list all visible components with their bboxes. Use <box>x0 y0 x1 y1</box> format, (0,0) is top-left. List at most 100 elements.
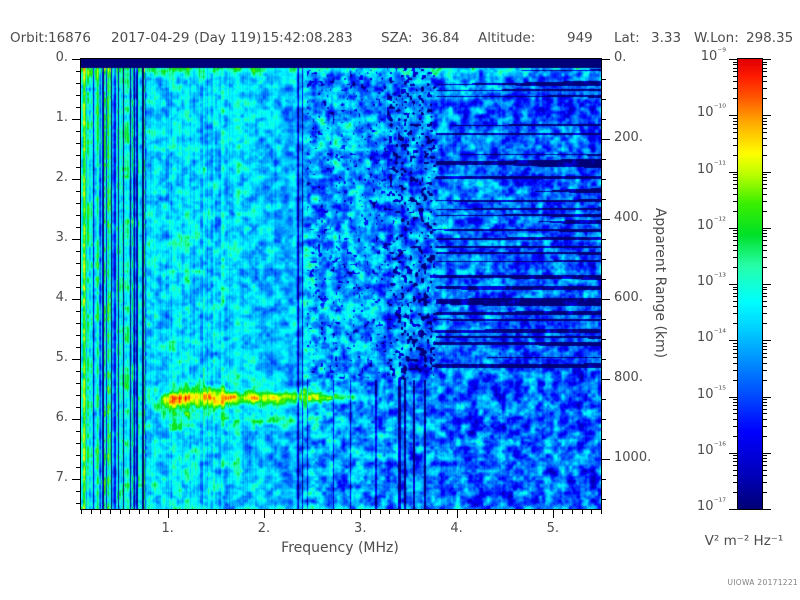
tick-mark <box>762 409 767 410</box>
tick-mark <box>505 509 506 514</box>
tick-mark <box>601 439 606 440</box>
tick-mark <box>729 453 738 454</box>
tick-mark <box>76 503 81 504</box>
tick-mark <box>72 59 81 60</box>
colorbar <box>737 58 763 510</box>
tick-mark <box>76 275 81 276</box>
tick-mark <box>762 118 767 119</box>
tick-mark <box>312 509 313 514</box>
tick-mark <box>76 287 81 288</box>
tick-label: 1000. <box>614 450 652 466</box>
colorbar-tick-label: 10⁻¹⁰ <box>697 102 726 120</box>
colorbar-tick-label: 10⁻⁹ <box>700 46 726 64</box>
colorbar-tick-label: 10⁻¹⁷ <box>697 496 726 514</box>
tick-mark <box>733 409 738 410</box>
tick-mark <box>733 287 738 288</box>
tick-mark <box>389 509 390 514</box>
tick-mark <box>72 119 81 120</box>
tick-mark <box>245 509 246 514</box>
tick-mark <box>733 240 738 241</box>
tick-mark <box>601 339 606 340</box>
colorbar-tick-label: 10⁻¹⁶ <box>697 440 726 458</box>
tick-mark <box>762 426 767 427</box>
tick-mark <box>733 426 738 427</box>
tick-mark <box>76 431 81 432</box>
tick-mark <box>274 509 275 514</box>
tick-mark <box>733 402 738 403</box>
tick-mark <box>187 509 188 514</box>
tick-mark <box>762 267 767 268</box>
tick-mark <box>601 99 606 100</box>
tick-mark <box>762 124 767 125</box>
colorbar-units-label: V² m⁻² Hz⁻¹ <box>704 533 784 549</box>
tick-mark <box>601 299 610 300</box>
tick-mark <box>76 71 81 72</box>
tick-mark <box>762 509 771 510</box>
tick-mark <box>601 119 606 120</box>
tick-mark <box>762 357 767 358</box>
tick-mark <box>572 509 573 514</box>
tick-mark <box>591 509 592 514</box>
tick-mark <box>601 499 606 500</box>
tick-mark <box>762 174 767 175</box>
tick-mark <box>72 419 81 420</box>
tick-mark <box>158 509 159 514</box>
tick-mark <box>76 215 81 216</box>
tick-mark <box>762 236 767 237</box>
tick-mark <box>380 509 381 514</box>
header-metadata: Orbit: 16876 2017-04-29 (Day 119) 15:42:… <box>0 30 800 48</box>
tick-mark <box>360 509 361 518</box>
tick-mark <box>76 335 81 336</box>
tick-mark <box>733 301 738 302</box>
tick-mark <box>733 306 738 307</box>
spectrogram-image <box>81 59 601 509</box>
tick-mark <box>76 143 81 144</box>
lat-label: Lat: <box>614 30 640 46</box>
x-axis-title: Frequency (MHz) <box>281 540 399 556</box>
tick-mark <box>76 203 81 204</box>
tick-mark <box>762 346 767 347</box>
tick-mark <box>762 184 767 185</box>
tick-mark <box>762 296 767 297</box>
tick-mark <box>762 240 767 241</box>
tick-mark <box>733 64 738 65</box>
tick-mark <box>733 419 738 420</box>
tick-mark <box>601 59 610 60</box>
tick-mark <box>601 379 610 380</box>
tick-mark <box>733 257 738 258</box>
tick-mark <box>762 145 767 146</box>
tick-mark <box>408 509 409 514</box>
tick-mark <box>76 395 81 396</box>
tick-mark <box>216 509 217 514</box>
tick-mark <box>733 475 738 476</box>
tick-mark <box>762 121 767 122</box>
tick-mark <box>762 492 767 493</box>
tick-mark <box>733 184 738 185</box>
tick-mark <box>762 71 767 72</box>
tick-mark <box>762 68 767 69</box>
tick-mark <box>733 296 738 297</box>
tick-mark <box>729 509 738 510</box>
tick-mark <box>762 233 767 234</box>
tick-mark <box>762 211 767 212</box>
tick-mark <box>129 509 130 514</box>
tick-mark <box>76 251 81 252</box>
tick-mark <box>762 293 767 294</box>
tick-mark <box>733 180 738 181</box>
tick-label: 400. <box>614 210 643 226</box>
tick-mark <box>76 323 81 324</box>
tick-mark <box>562 509 563 514</box>
tick-mark <box>762 436 767 437</box>
time-value: 15:42:08.283 <box>262 30 353 46</box>
tick-mark <box>601 459 610 460</box>
tick-mark <box>762 380 767 381</box>
tick-mark <box>447 509 448 514</box>
tick-mark <box>762 188 767 189</box>
tick-label: 3. <box>55 230 68 245</box>
tick-mark <box>76 83 81 84</box>
tick-mark <box>762 250 767 251</box>
tick-mark <box>76 263 81 264</box>
tick-mark <box>733 68 738 69</box>
tick-mark <box>762 230 767 231</box>
tick-mark <box>762 397 771 398</box>
